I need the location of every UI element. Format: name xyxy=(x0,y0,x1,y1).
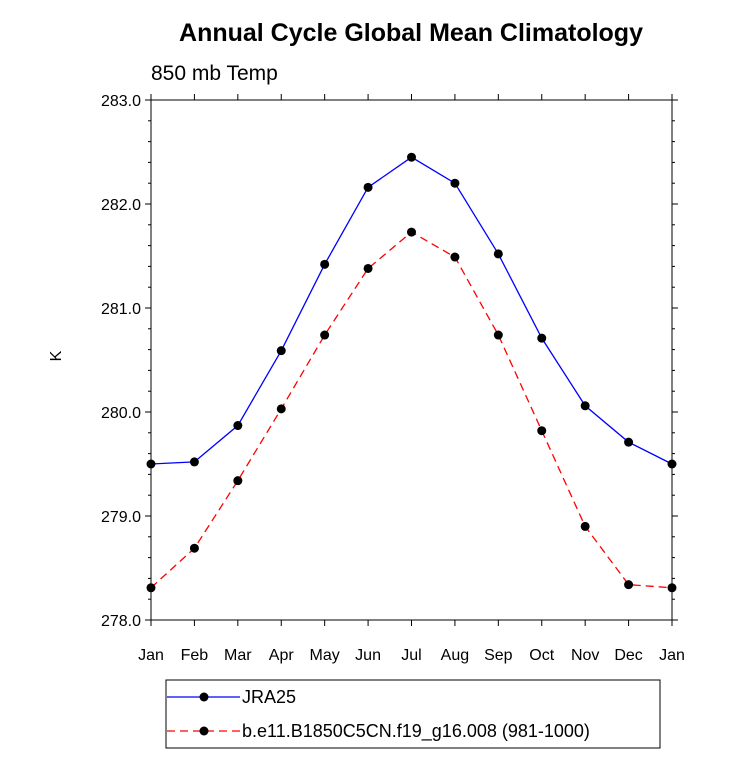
series-2-point xyxy=(189,543,199,553)
series-2-point xyxy=(493,330,503,340)
series-2-point xyxy=(276,404,286,414)
x-tick-label: Jan xyxy=(659,647,685,664)
x-tick-label: Mar xyxy=(224,647,252,664)
chart-subtitle: 850 mb Temp xyxy=(151,62,278,85)
x-tick-label: Dec xyxy=(614,647,642,664)
x-tick-label: Nov xyxy=(571,647,599,664)
series-1-point xyxy=(276,346,286,356)
y-tick-label: 280.0 xyxy=(101,405,141,422)
chart-title: Annual Cycle Global Mean Climatology xyxy=(179,19,643,47)
x-tick-label: Feb xyxy=(181,647,209,664)
x-tick-label: Oct xyxy=(529,647,554,664)
series-2-point xyxy=(667,583,677,593)
x-axis: Jan Feb Mar Apr May Jun Jul Aug Sep Oct Nov Dec Jan xyxy=(138,94,685,664)
y-tick-label: 282.0 xyxy=(101,197,141,214)
y-tick-label: 279.0 xyxy=(101,509,141,526)
series-2-point xyxy=(580,521,590,531)
series-2-point xyxy=(233,476,243,486)
series-1-point xyxy=(667,459,677,469)
series-1-point xyxy=(407,152,416,162)
legend-marker-2 xyxy=(199,726,209,736)
series-line-2 xyxy=(150,231,673,589)
series-1-point xyxy=(146,459,156,469)
x-tick-label: Aug xyxy=(441,647,469,664)
legend-box xyxy=(165,679,661,749)
y-axis: 278.0 279.0 280.0 281.0 282.0 283.0 xyxy=(101,93,678,630)
x-tick-label: Sep xyxy=(484,647,513,664)
series-2-point xyxy=(624,580,634,590)
series-2-point xyxy=(407,227,416,237)
legend-label-2: b.e11.B1850C5CN.f19_g16.008 (981-1000) xyxy=(242,721,590,742)
series-2-point xyxy=(537,426,547,436)
series-1-point xyxy=(580,401,590,411)
series-layer xyxy=(146,152,677,593)
series-1-point xyxy=(189,457,199,467)
y-tick-label: 278.0 xyxy=(101,613,141,630)
x-tick-label: Jan xyxy=(138,647,164,664)
series-2-point xyxy=(450,252,460,262)
series-1-point xyxy=(233,421,243,431)
series-1-point xyxy=(363,182,373,192)
x-tick-label: Jun xyxy=(355,647,381,664)
series-1-point xyxy=(624,437,634,447)
legend-label-1: JRA25 xyxy=(242,687,296,707)
series-1-point xyxy=(320,259,330,269)
series-line-1 xyxy=(150,156,673,465)
series-2-point xyxy=(146,583,156,593)
legend: JRA25 b.e11.B1850C5CN.f19_g16.008 (981-10… xyxy=(165,679,661,749)
plot-frame xyxy=(150,99,673,621)
series-2-point xyxy=(320,330,330,340)
series-2-point xyxy=(363,263,373,273)
legend-marker-1 xyxy=(199,692,209,702)
series-1-point xyxy=(537,333,547,343)
x-tick-label: Jul xyxy=(401,647,421,664)
series-1-point xyxy=(493,249,503,259)
series-1-point xyxy=(450,178,460,188)
x-tick-label: May xyxy=(310,647,340,664)
x-tick-label: Apr xyxy=(269,647,295,664)
y-tick-label: 283.0 xyxy=(101,93,141,110)
y-tick-label: 281.0 xyxy=(101,301,141,318)
y-axis-label: K xyxy=(48,350,65,361)
